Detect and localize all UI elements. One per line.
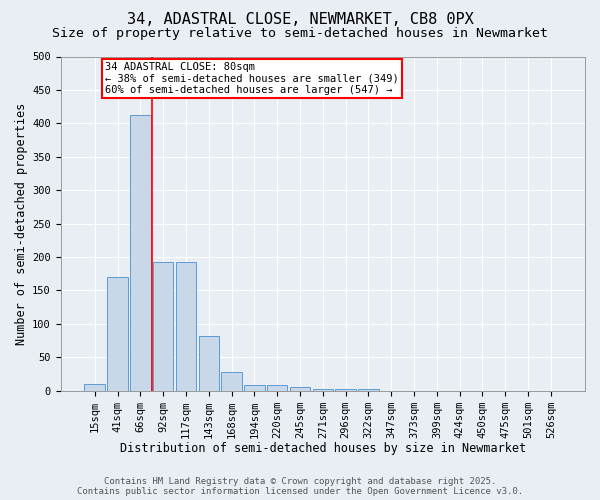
Bar [313, 388, 333, 390]
Bar [199, 336, 219, 390]
Y-axis label: Number of semi-detached properties: Number of semi-detached properties [15, 102, 28, 344]
Text: Size of property relative to semi-detached houses in Newmarket: Size of property relative to semi-detach… [52, 28, 548, 40]
Text: Contains HM Land Registry data © Crown copyright and database right 2025.
Contai: Contains HM Land Registry data © Crown c… [77, 476, 523, 496]
Bar [290, 388, 310, 390]
X-axis label: Distribution of semi-detached houses by size in Newmarket: Distribution of semi-detached houses by … [120, 442, 526, 455]
Bar [85, 384, 105, 390]
Bar [221, 372, 242, 390]
Bar [107, 277, 128, 390]
Bar [153, 262, 173, 390]
Bar [176, 262, 196, 390]
Bar [244, 386, 265, 390]
Bar [130, 116, 151, 390]
Text: 34, ADASTRAL CLOSE, NEWMARKET, CB8 0PX: 34, ADASTRAL CLOSE, NEWMARKET, CB8 0PX [127, 12, 473, 28]
Bar [358, 388, 379, 390]
Bar [267, 386, 287, 390]
Bar [335, 388, 356, 390]
Text: 34 ADASTRAL CLOSE: 80sqm
← 38% of semi-detached houses are smaller (349)
60% of : 34 ADASTRAL CLOSE: 80sqm ← 38% of semi-d… [105, 62, 399, 95]
